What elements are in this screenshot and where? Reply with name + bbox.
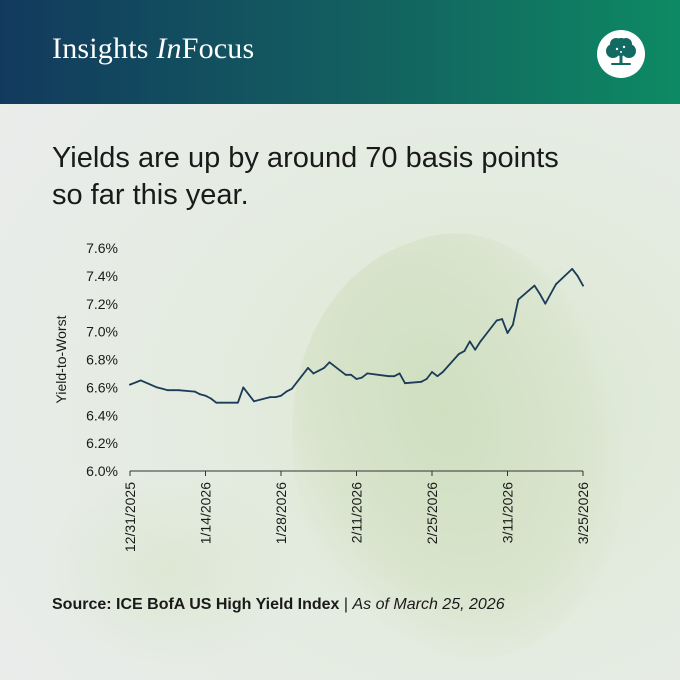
data-point: [506, 332, 509, 334]
yield-line-chart: Yield-to-Worst 6.0% 6.2% 6.4% 6.6% 6.8% 7.0% 7.…: [53, 240, 591, 552]
data-point: [172, 389, 175, 392]
source-name: Source: ICE BofA US High Yield Index: [52, 596, 340, 613]
y-tick-label: 7.6%: [86, 240, 118, 256]
data-point: [204, 394, 207, 397]
data-point: [269, 396, 272, 399]
data-point: [576, 274, 579, 277]
data-point: [366, 372, 369, 375]
data-point: [468, 340, 471, 343]
y-axis-label: Yield-to-Worst: [53, 315, 69, 403]
data-point: [549, 293, 552, 295]
brand-title-part: Focus: [181, 32, 255, 65]
data-point: [538, 293, 541, 295]
data-point: [479, 340, 482, 343]
data-point: [280, 394, 282, 397]
data-point: [253, 400, 255, 403]
data-point: [285, 390, 288, 393]
data-point: [555, 283, 557, 286]
data-point: [323, 366, 326, 369]
data-point: [495, 319, 498, 322]
data-point: [360, 376, 363, 379]
data-point: [355, 378, 358, 380]
data-point: [274, 396, 277, 399]
data-point: [166, 389, 169, 392]
data-point: [129, 383, 131, 386]
data-point: [533, 284, 536, 287]
source-note: Source: ICE BofA US High Yield Index | A…: [52, 596, 505, 614]
data-point: [571, 268, 574, 270]
data-point: [290, 387, 293, 390]
data-point: [161, 387, 164, 390]
x-tick-label: 1/14/2026: [198, 482, 214, 544]
headline-line: Yields are up by around 70 basis points: [52, 142, 559, 174]
headline-line: so far this year.: [52, 179, 249, 211]
data-point: [441, 371, 444, 373]
data-point: [387, 375, 390, 378]
y-tick-label: 7.0%: [86, 324, 118, 340]
y-tick-label: 6.8%: [86, 352, 118, 368]
y-tick-label: 6.6%: [86, 379, 118, 395]
data-point: [139, 379, 142, 382]
data-point: [344, 373, 347, 376]
data-point: [404, 382, 406, 385]
header-banner: Insights InFocus: [0, 0, 680, 104]
brand-title: Insights InFocus: [52, 32, 254, 66]
data-point: [511, 323, 514, 326]
x-tick-label: 3/11/2026: [500, 482, 516, 543]
brand-title-part: Insights: [52, 32, 157, 65]
y-tick-label: 6.2%: [86, 435, 118, 451]
data-point: [156, 386, 158, 389]
data-point: [431, 371, 433, 373]
data-point: [193, 390, 196, 393]
data-point: [544, 302, 547, 305]
data-point: [517, 298, 520, 301]
leaf-background-image-lower: [40, 470, 300, 670]
x-tick-label: 2/25/2026: [424, 482, 440, 544]
data-point: [474, 348, 477, 351]
data-point: [436, 375, 439, 378]
data-point: [236, 401, 239, 404]
data-point: [328, 361, 331, 364]
data-point: [501, 318, 504, 320]
x-tick-label: 3/25/2026: [575, 482, 591, 544]
data-point: [209, 397, 212, 400]
series-line: [129, 268, 584, 404]
data-point: [247, 393, 250, 396]
brand-title-italic-part: In: [156, 32, 182, 65]
x-tick-label: 1/28/2026: [273, 482, 289, 544]
data-point: [199, 393, 202, 396]
data-point: [425, 378, 428, 380]
source-separator: |: [339, 596, 353, 613]
headline: Yields are up by around 70 basis points …: [52, 140, 652, 214]
data-point: [242, 386, 245, 389]
data-point: [393, 375, 396, 378]
y-tick-label: 7.2%: [86, 296, 118, 312]
data-point: [312, 372, 315, 375]
data-point: [582, 284, 584, 287]
x-tick-label: 2/11/2026: [349, 482, 365, 543]
data-point: [458, 353, 460, 355]
data-point: [317, 369, 320, 372]
source-date: As of March 25, 2026: [352, 596, 505, 613]
data-point: [215, 401, 218, 404]
x-tick-label: 12/31/2025: [122, 482, 138, 552]
data-point: [350, 373, 353, 376]
tree-icon: [597, 30, 645, 78]
y-tick-label: 7.4%: [86, 268, 118, 284]
data-point: [307, 366, 309, 369]
data-point: [398, 372, 401, 375]
data-point: [420, 380, 423, 383]
y-tick-label: 6.4%: [86, 407, 118, 423]
data-point: [177, 389, 180, 392]
y-tick-label: 6.0%: [86, 463, 118, 479]
data-point: [463, 350, 466, 353]
